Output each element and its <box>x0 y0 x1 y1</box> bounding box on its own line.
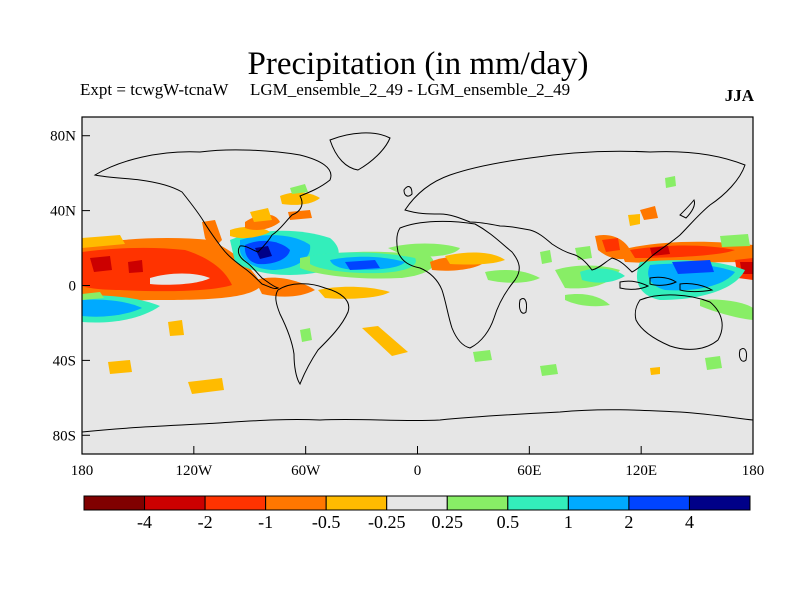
plot-title: Precipitation (in mm/day) <box>247 46 589 82</box>
anomaly-region <box>602 238 620 252</box>
colorbar-label: -0.25 <box>368 512 406 532</box>
run-label: LGM_ensemble_2_49 - LGM_ensemble_2_49 <box>250 80 571 99</box>
coastline-antarctica <box>82 409 753 433</box>
colorbar-label: 1 <box>564 512 573 532</box>
anomaly-region <box>640 206 658 220</box>
colorbar-box <box>507 495 569 511</box>
anomaly-region <box>540 364 558 376</box>
lon-tick-label: 120W <box>175 463 213 479</box>
colorbar-label: 4 <box>685 512 694 532</box>
anomaly-region <box>82 235 125 248</box>
anomaly-region <box>188 378 224 394</box>
anomaly-region <box>128 260 143 273</box>
season-label: JJA <box>724 86 754 105</box>
experiment-label: Expt = tcwgW-tcnaW <box>80 80 229 99</box>
anomaly-region <box>168 320 184 336</box>
lat-tick-label: 40N <box>50 204 76 220</box>
colorbar-label: 0.25 <box>432 512 464 532</box>
colorbar-box <box>446 495 509 511</box>
anomaly-region <box>255 246 272 259</box>
colorbar-box <box>628 495 690 511</box>
colorbar-box <box>83 495 146 511</box>
anomaly-region <box>575 246 592 260</box>
anomaly-region <box>580 268 625 283</box>
colorbar-box <box>325 495 388 511</box>
anomaly-region <box>473 350 492 362</box>
anomaly-region <box>485 270 540 283</box>
colorbar-box <box>567 495 630 511</box>
anomaly-region <box>280 192 320 205</box>
anomaly-region <box>565 294 610 307</box>
colorbar-box <box>265 495 327 511</box>
colorbar-boxes <box>83 495 751 511</box>
latitude-axis: 80N 40N 0 40S 80S <box>50 129 90 444</box>
coastline-eurasia <box>404 150 746 273</box>
anomaly-region <box>250 208 272 222</box>
coastline-north-america <box>93 149 332 289</box>
coastline-greenland <box>329 132 391 171</box>
colorbar-box <box>144 495 206 511</box>
colorbar-label: 0.5 <box>497 512 520 532</box>
longitude-axis: 180 120W 60W 0 60E 120E 180 <box>71 446 765 479</box>
anomaly-region <box>288 210 312 220</box>
lat-tick-label: 40S <box>53 353 76 369</box>
anomaly-region <box>445 252 505 265</box>
anomaly-fields <box>82 176 753 394</box>
colorbar-box <box>386 495 448 511</box>
anomaly-region <box>388 243 460 257</box>
anomaly-region <box>672 260 714 274</box>
colorbar-box <box>204 495 267 511</box>
lon-tick-label: 60W <box>291 463 321 479</box>
colorbar-labels: -4 -2 -1 -0.5 -0.25 0.25 0.5 1 2 4 <box>137 512 694 532</box>
coastlines <box>82 132 753 433</box>
anomaly-region <box>650 367 660 375</box>
anomaly-region <box>300 328 312 342</box>
colorbar-label: 2 <box>624 512 633 532</box>
coastline-japan <box>679 199 695 219</box>
coastline-australia <box>634 294 723 350</box>
colorbar-box <box>688 495 751 511</box>
lon-tick-label: 180 <box>742 463 765 479</box>
colorbar-label: -1 <box>258 512 273 532</box>
anomaly-region <box>82 292 104 300</box>
anomaly-region <box>720 234 750 247</box>
lat-tick-label: 80S <box>53 428 76 444</box>
colorbar-label: -4 <box>137 512 152 532</box>
anomaly-region <box>90 256 112 272</box>
colorbar-label: -2 <box>198 512 213 532</box>
anomaly-region <box>705 356 722 370</box>
anomaly-region <box>318 286 390 299</box>
coastline-indonesia <box>619 276 714 292</box>
coastline-madagascar <box>519 298 527 314</box>
coastline-africa <box>396 220 520 349</box>
colorbar-label: -0.5 <box>312 512 341 532</box>
lat-tick-label: 80N <box>50 129 76 145</box>
lat-tick-label: 0 <box>69 279 77 295</box>
anomaly-region <box>345 260 380 270</box>
lon-tick-label: 60E <box>517 463 541 479</box>
lon-tick-label: 180 <box>71 463 94 479</box>
anomaly-region <box>665 176 676 188</box>
anomaly-region <box>108 360 132 374</box>
lon-tick-label: 120E <box>625 463 657 479</box>
anomaly-region <box>628 214 640 226</box>
lon-tick-label: 0 <box>414 463 422 479</box>
anomaly-region <box>290 184 308 194</box>
coastline-uk <box>403 186 413 197</box>
anomaly-region <box>540 250 552 264</box>
coastline-south-america <box>275 283 350 386</box>
anomaly-region <box>362 326 408 356</box>
anomaly-region <box>150 273 210 285</box>
anomaly-region <box>255 277 315 297</box>
coastline-new-zealand <box>739 347 747 362</box>
anomaly-region <box>82 299 142 317</box>
